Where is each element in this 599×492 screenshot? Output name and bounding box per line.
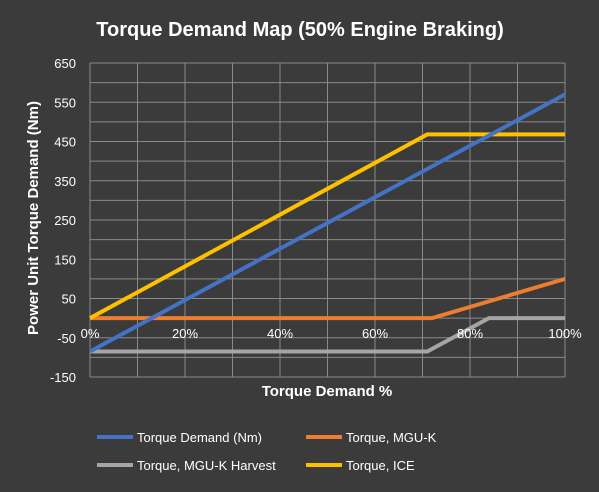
- series-layer: [89, 92, 566, 354]
- legend-label: Torque, MGU-K: [346, 430, 437, 445]
- gridlines: [89, 62, 566, 378]
- series-line-2: [90, 316, 565, 354]
- y-tick-label: -150: [50, 370, 76, 385]
- x-axis-label: Torque Demand %: [262, 383, 393, 400]
- x-tick-label: 0%: [81, 326, 100, 341]
- y-axis-label: Power Unit Torque Demand (Nm): [25, 101, 42, 335]
- x-tick-label: 40%: [267, 326, 293, 341]
- x-axis-ticks: 0% 20% 40% 60% 80% 100%: [81, 326, 582, 341]
- y-tick-label: 250: [54, 213, 76, 228]
- x-tick-label: 60%: [362, 326, 388, 341]
- series-line-0: [89, 92, 566, 354]
- y-tick-label: 550: [54, 95, 76, 110]
- y-tick-label: 350: [54, 174, 76, 189]
- y-tick-label: 50: [62, 292, 76, 307]
- legend: Torque Demand (Nm) Torque, MGU-K Torque, M…: [97, 430, 437, 473]
- chart-title: Torque Demand Map (50% Engine Braking): [96, 19, 503, 41]
- series-line-1: [90, 276, 566, 321]
- legend-label: Torque, ICE: [346, 458, 415, 473]
- legend-label: Torque, MGU-K Harvest: [137, 458, 276, 473]
- x-tick-label: 80%: [457, 326, 483, 341]
- y-axis-ticks: 650 550 450 350 250 150 50 -50 -150: [50, 56, 76, 385]
- y-tick-label: -50: [57, 331, 76, 346]
- series-line-3: [89, 132, 565, 320]
- y-tick-label: 650: [54, 56, 76, 71]
- y-tick-label: 450: [54, 135, 76, 150]
- y-tick-label: 150: [54, 252, 76, 267]
- x-tick-label: 20%: [172, 326, 198, 341]
- x-tick-label: 100%: [548, 326, 582, 341]
- legend-label: Torque Demand (Nm): [137, 430, 262, 445]
